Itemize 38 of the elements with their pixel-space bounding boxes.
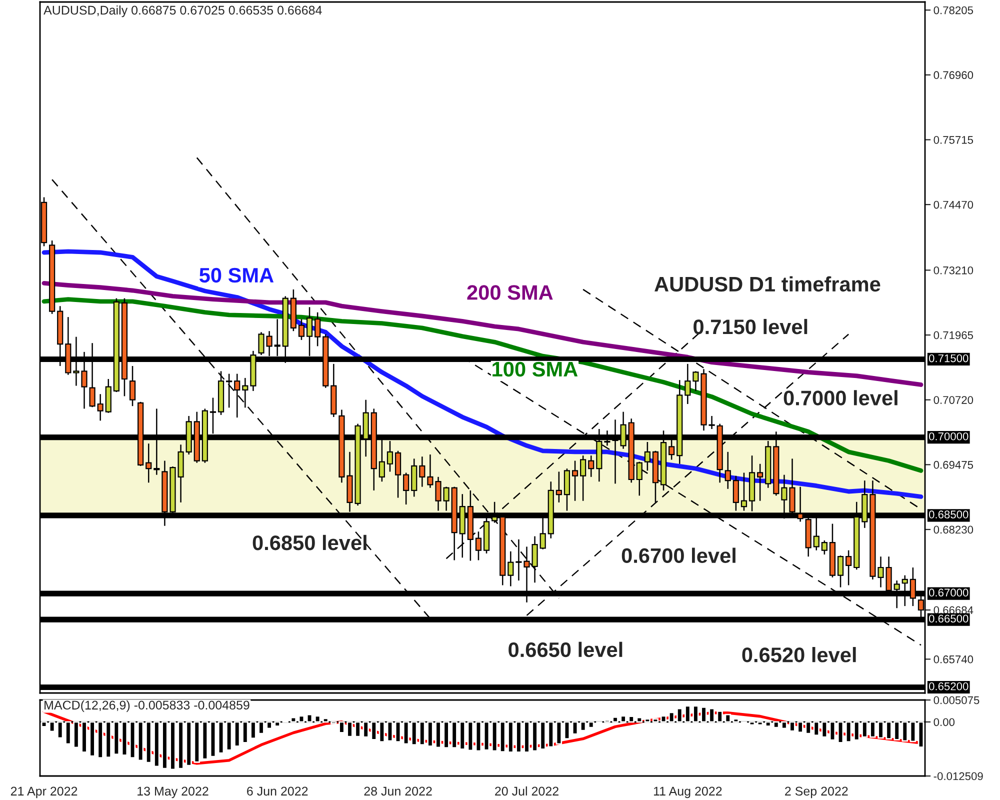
- y-tick-label: 0.71965: [934, 331, 974, 340]
- ref-line-label: 0.65200: [928, 682, 968, 690]
- x-tick-label: 21 Apr 2022: [10, 786, 78, 798]
- y-tick-label: -0.012509: [934, 772, 983, 780]
- ref-line-label: 0.67000: [928, 588, 968, 597]
- ref-line-label: 0.70000: [928, 432, 968, 440]
- x-tick-label: 28 Jun 2022: [364, 786, 432, 796]
- y-tick-label: 0.00: [934, 718, 955, 726]
- chart-title: MACD(12,26,9) -0.005833 -0.004859: [44, 700, 250, 712]
- y-tick-label: 0.65740: [934, 655, 974, 664]
- y-tick-label: 0.70720: [934, 396, 974, 404]
- annotation: 0.6520 level: [742, 647, 856, 662]
- annotation: 0.6650 level: [508, 642, 622, 658]
- chart-title: AUDUSD,Daily 0.66875 0.67025 0.66535 0.66684: [44, 5, 322, 18]
- series-label: 100 SMA: [492, 362, 578, 377]
- annotation: 0.7150 level: [694, 318, 808, 334]
- y-tick-label: 0.75715: [934, 136, 974, 144]
- y-tick-label: 0.73210: [934, 266, 974, 274]
- x-tick-label: 2 Sep 2022: [785, 786, 848, 798]
- series-label: 50 SMA: [199, 268, 274, 283]
- y-tick-label: 0.76960: [934, 71, 974, 80]
- y-tick-label: 0.005075: [934, 696, 980, 704]
- x-tick-label: 11 Aug 2022: [654, 786, 722, 798]
- annotation: 0.7000 level: [784, 390, 898, 406]
- x-tick-label: 6 Jun 2022: [247, 786, 308, 796]
- annotation: 0.6700 level: [622, 548, 736, 564]
- annotation: AUDUSD D1 timeframe: [654, 276, 880, 292]
- x-tick-label: 20 Jul 2022: [495, 786, 558, 796]
- ref-line-label: 0.66500: [928, 614, 968, 623]
- y-tick-label: 0.78205: [934, 6, 974, 14]
- y-tick-label: 0.74470: [934, 200, 974, 209]
- ref-line-label: 0.71500: [928, 354, 968, 362]
- series-label: 200 SMA: [467, 285, 553, 300]
- x-tick-label: 13 May 2022: [138, 786, 208, 798]
- ref-line-label: 0.68500: [928, 510, 968, 518]
- y-tick-label: 0.68230: [934, 526, 974, 534]
- y-tick-label: 0.69475: [934, 460, 974, 469]
- annotation: 0.6850 level: [252, 534, 366, 550]
